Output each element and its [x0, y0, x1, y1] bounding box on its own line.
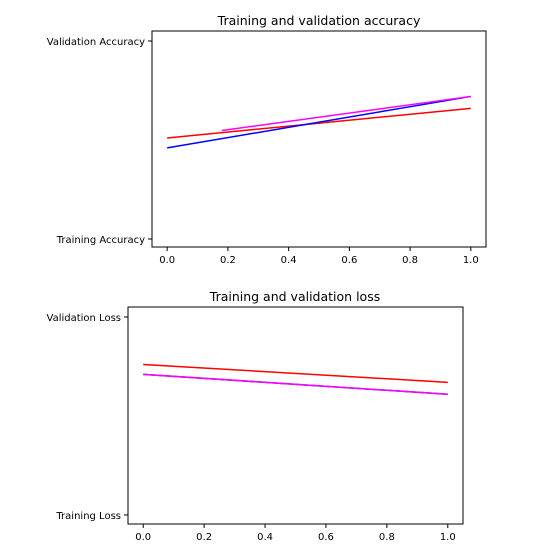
series-line — [167, 95, 471, 149]
x-tick-label: 0.0 — [135, 532, 151, 543]
x-tick-label: 0.0 — [159, 255, 175, 266]
accuracy-chart: Training and validation accuracy 0.0 0.2 0… — [47, 13, 487, 266]
x-tick-label: 0.4 — [281, 255, 297, 266]
x-tick-label: 1.0 — [440, 532, 456, 543]
x-tick-label: 0.2 — [220, 255, 236, 266]
series-line — [167, 107, 471, 139]
y-axis: Training Accuracy Validation Accuracy — [47, 37, 152, 246]
plot-frame — [127, 306, 464, 525]
x-tick-label: 1.0 — [463, 255, 479, 266]
series-line — [221, 95, 471, 132]
x-tick-label: 0.2 — [196, 532, 212, 543]
x-tick-label: 0.8 — [402, 255, 418, 266]
chart-title: Training and validation loss — [209, 289, 380, 304]
x-tick-label: 0.6 — [341, 255, 357, 266]
chart-title: Training and validation accuracy — [217, 13, 421, 28]
series-group — [143, 363, 448, 395]
plot-area: 0.0 0.2 0.4 0.6 0.8 1.0 Training Accuracy Val… — [47, 30, 487, 266]
x-axis: 0.0 0.2 0.4 0.6 0.8 1.0 — [135, 524, 456, 543]
y-axis: Training Loss Validation Loss — [47, 313, 128, 522]
series-group — [167, 95, 471, 149]
x-tick-label: 0.4 — [257, 532, 273, 543]
loss-chart: Training and validation loss 0.0 0.2 0.4 0.… — [47, 289, 464, 543]
y-tick-label: Training Loss — [55, 511, 121, 522]
series-line — [143, 373, 448, 395]
y-tick-label: Training Accuracy — [56, 235, 145, 246]
plot-area: 0.0 0.2 0.4 0.6 0.8 1.0 Training Loss Validat… — [47, 306, 464, 543]
y-tick-label: Validation Loss — [47, 313, 122, 324]
y-tick-label: Validation Accuracy — [47, 37, 145, 48]
x-tick-label: 0.6 — [318, 532, 334, 543]
x-tick-label: 0.8 — [379, 532, 395, 543]
series-line — [143, 363, 448, 384]
plot-frame — [151, 30, 487, 248]
x-axis: 0.0 0.2 0.4 0.6 0.8 1.0 — [159, 247, 479, 266]
